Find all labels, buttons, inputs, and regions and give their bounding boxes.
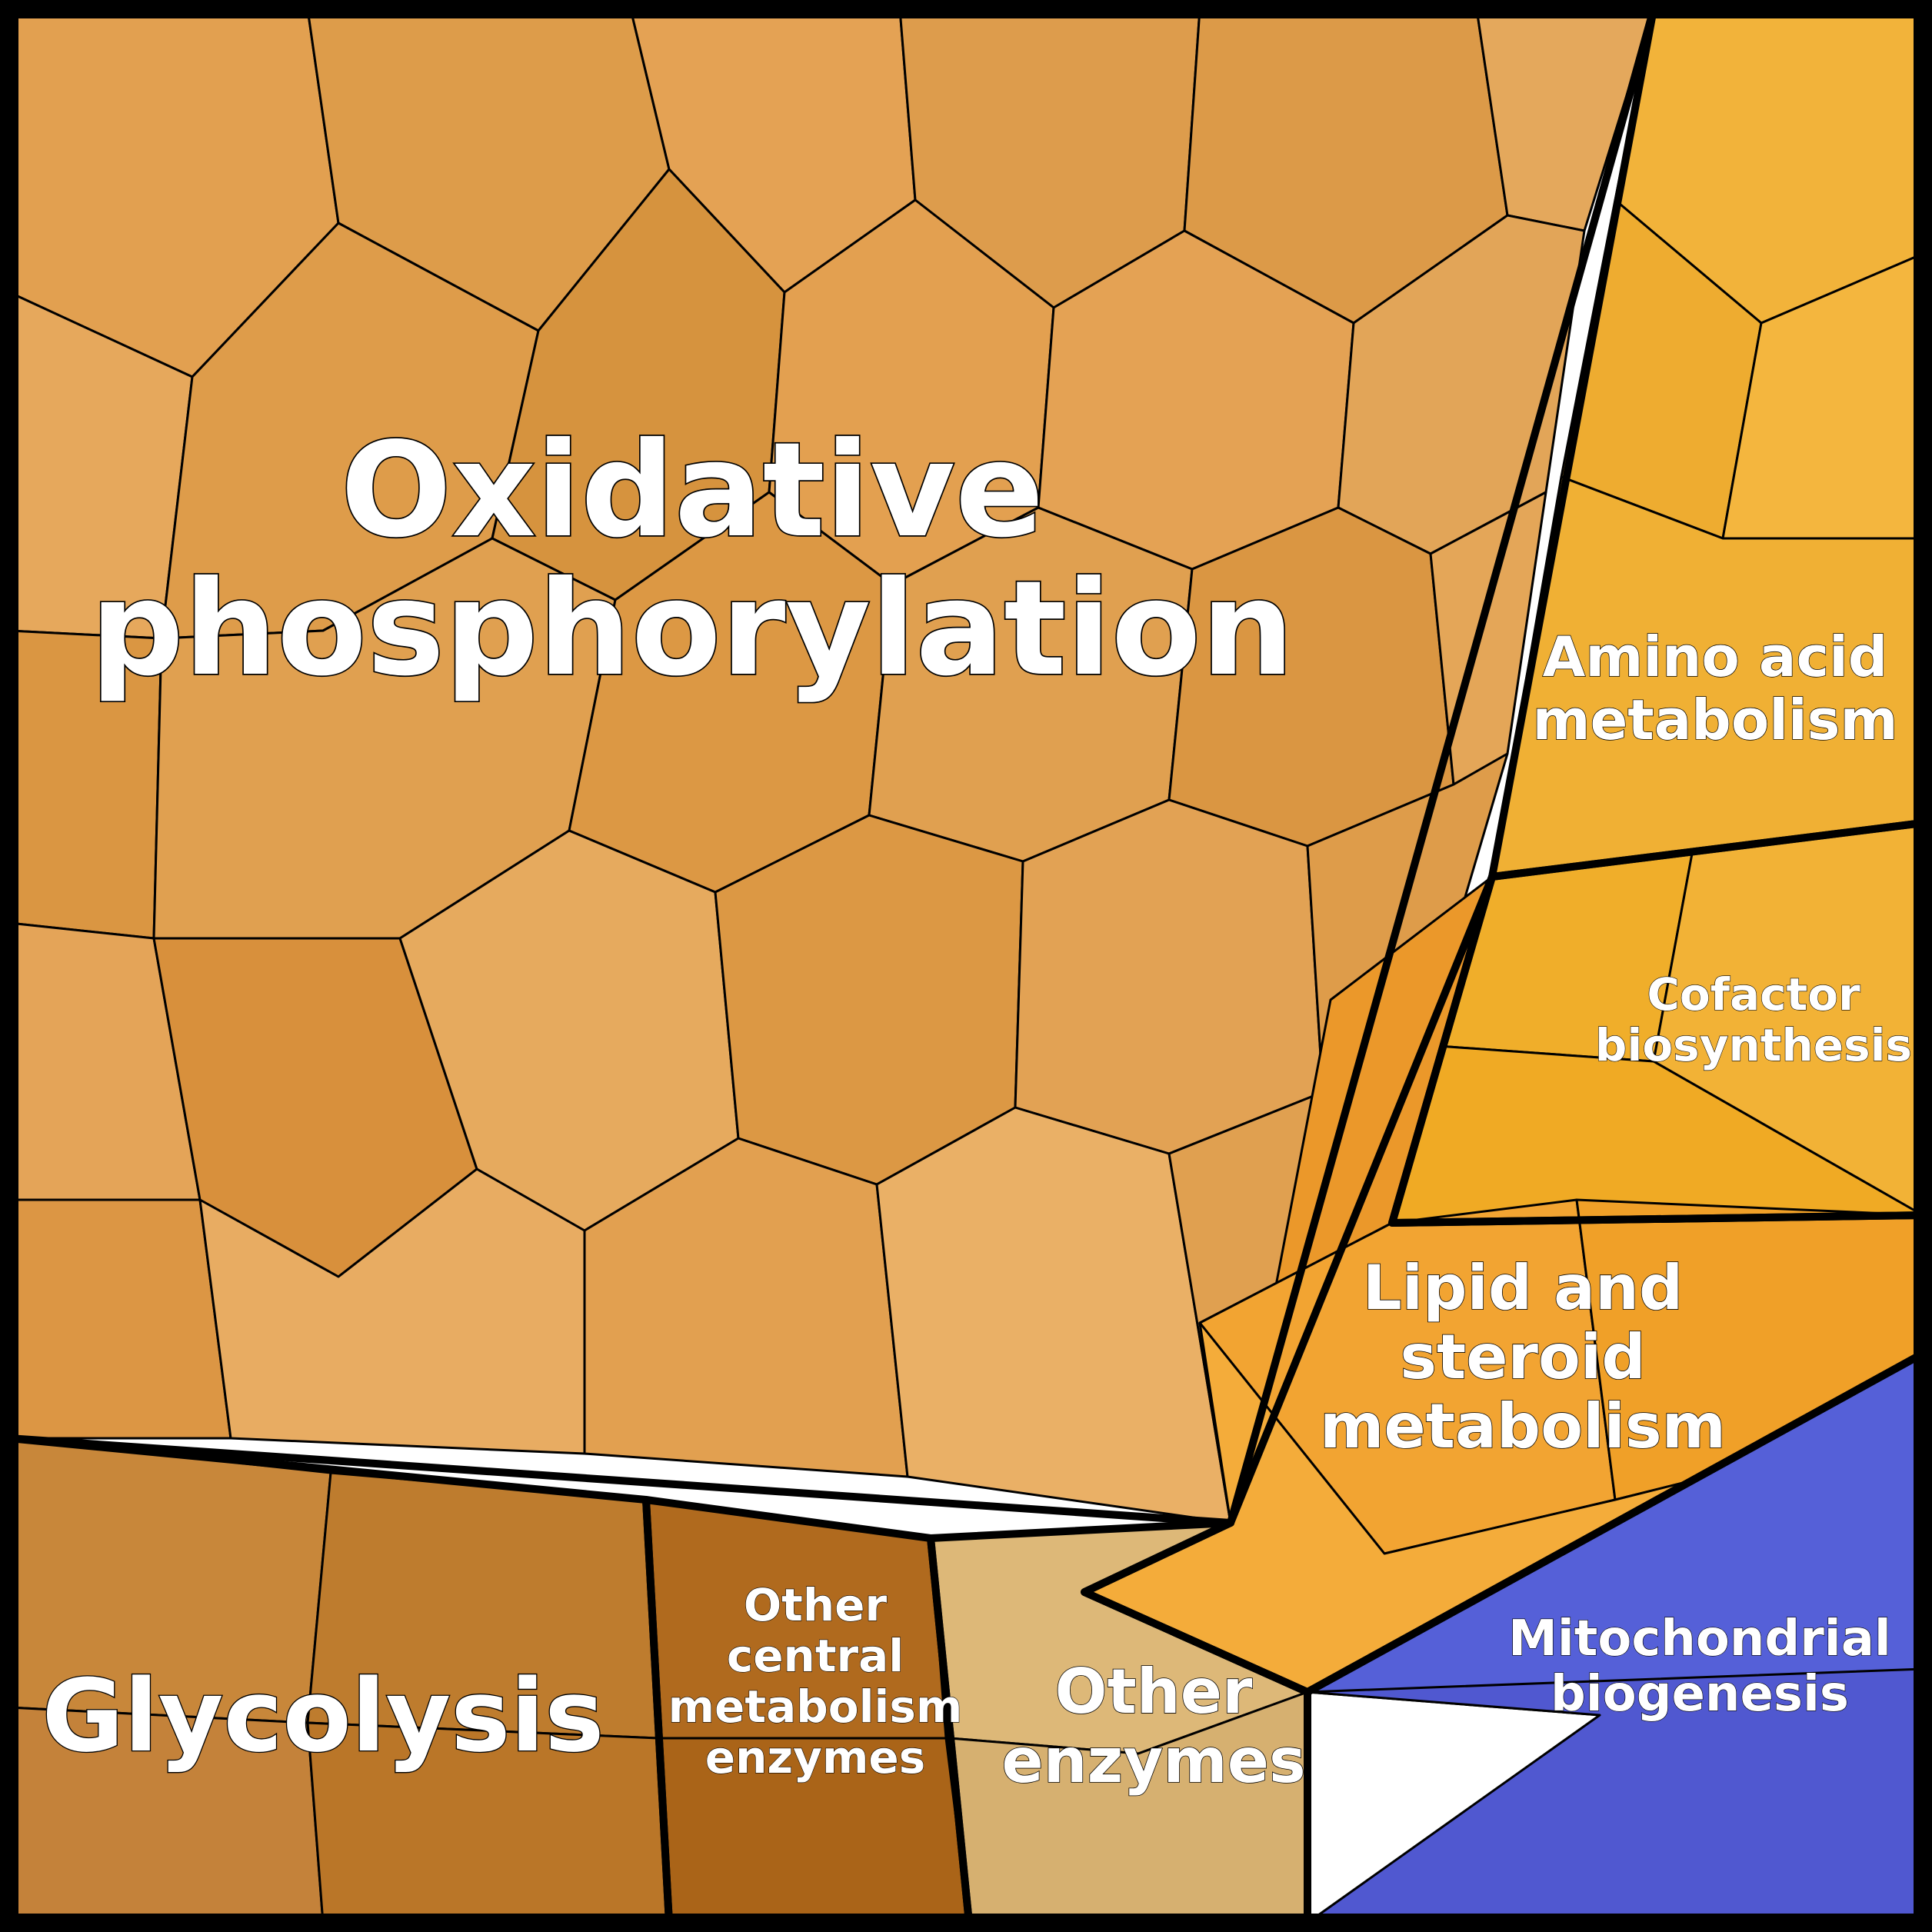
oxphos-cell — [1015, 800, 1323, 1154]
oxphos-cell — [9, 1200, 231, 1438]
glyco-label: Glycolysis — [42, 1657, 605, 1774]
voronoi-treemap: OxidativephosphorylationAmino acidmetabo… — [0, 0, 1932, 1932]
mito-label: Mitochondrialbiogenesis — [1508, 1611, 1891, 1723]
amino-label: Amino acidmetabolism — [1532, 625, 1897, 752]
